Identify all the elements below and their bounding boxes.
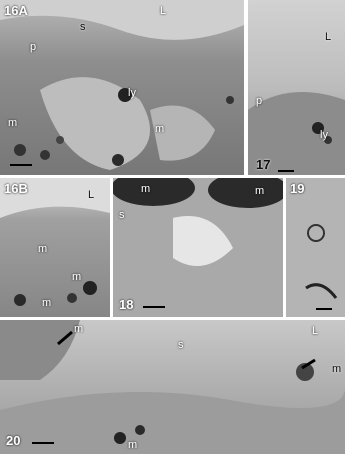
annotation: s — [80, 21, 86, 33]
panel: 16A L s p ly m m — [0, 0, 244, 175]
annotation: L — [312, 325, 319, 337]
annotation: m — [155, 123, 165, 135]
panel-label: 16B — [4, 181, 28, 196]
scale-bar — [32, 442, 54, 444]
micrograph — [113, 178, 283, 266]
panel-label: 18 — [119, 297, 134, 312]
micrograph — [0, 0, 244, 170]
annotation: p — [256, 95, 263, 107]
annotation: s — [119, 209, 125, 221]
panel: m s L m m 20 — [0, 320, 345, 454]
panel: L p ly 17 — [248, 0, 345, 175]
annotation: m — [72, 271, 82, 283]
scale-bar — [316, 308, 332, 310]
panel-label: 16A — [4, 3, 28, 18]
annotation: m — [141, 183, 151, 195]
annotation: ly — [128, 87, 136, 99]
scale-bar — [10, 164, 32, 166]
panel: 16B L m m m — [0, 178, 110, 317]
annotation: m — [332, 363, 342, 375]
annotation: L — [325, 31, 332, 43]
micrograph — [305, 224, 338, 299]
panel-label: 17 — [256, 157, 271, 172]
panel: m m s 18 — [113, 178, 283, 317]
annotation: p — [30, 41, 37, 53]
scale-bar — [278, 170, 294, 172]
micrograph — [0, 320, 345, 454]
annotation: L — [160, 5, 167, 17]
micrograph — [248, 92, 345, 175]
annotation: L — [88, 189, 95, 201]
panel-label: 19 — [290, 181, 305, 196]
annotation: m — [128, 439, 138, 451]
annotation: m — [255, 185, 265, 197]
micrograph — [0, 178, 110, 306]
scale-bar — [143, 306, 165, 308]
annotation: s — [178, 339, 184, 351]
annotation: m — [42, 297, 52, 309]
annotation: m — [8, 117, 18, 129]
annotation: m — [38, 243, 48, 255]
panel-label: 20 — [6, 433, 21, 448]
annotation: ly — [320, 129, 328, 141]
panel: 19 — [286, 178, 345, 317]
annotation: m — [74, 323, 84, 335]
